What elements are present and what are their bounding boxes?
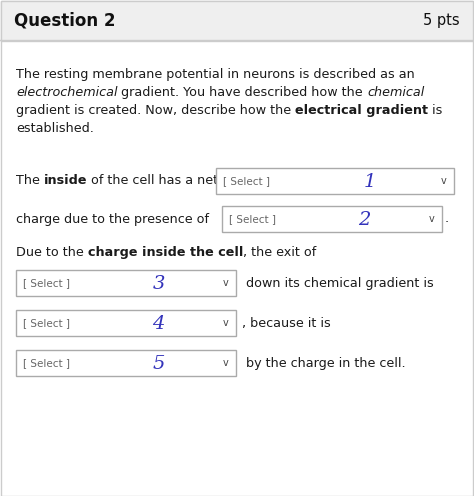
Text: established.: established. xyxy=(16,122,94,135)
Text: charge inside the cell: charge inside the cell xyxy=(88,246,243,259)
Text: is: is xyxy=(428,104,443,117)
Text: charge due to the presence of: charge due to the presence of xyxy=(16,212,209,226)
Text: of the cell has a net: of the cell has a net xyxy=(87,175,219,187)
Text: v: v xyxy=(441,176,447,186)
FancyBboxPatch shape xyxy=(222,206,442,232)
Text: [ Select ]: [ Select ] xyxy=(23,358,70,368)
Text: Due to the: Due to the xyxy=(16,246,88,259)
Text: by the charge in the cell.: by the charge in the cell. xyxy=(242,357,406,370)
Text: v: v xyxy=(223,318,229,328)
Text: 1: 1 xyxy=(364,173,376,191)
Text: 4: 4 xyxy=(153,315,165,333)
Text: v: v xyxy=(429,214,435,224)
Text: electrochemical: electrochemical xyxy=(16,86,118,99)
FancyBboxPatch shape xyxy=(16,270,236,296)
FancyBboxPatch shape xyxy=(16,350,236,376)
FancyBboxPatch shape xyxy=(0,0,474,41)
Text: The resting membrane potential in neurons is described as an: The resting membrane potential in neuron… xyxy=(16,68,415,81)
Text: gradient. You have described how the: gradient. You have described how the xyxy=(118,86,367,99)
Text: v: v xyxy=(223,358,229,368)
Text: down its chemical gradient is: down its chemical gradient is xyxy=(242,276,434,290)
Text: v: v xyxy=(223,278,229,288)
Text: The: The xyxy=(16,175,44,187)
Text: , because it is: , because it is xyxy=(242,316,331,329)
Text: [ Select ]: [ Select ] xyxy=(23,278,70,288)
Text: 3: 3 xyxy=(153,275,165,293)
FancyBboxPatch shape xyxy=(16,310,236,336)
Text: inside: inside xyxy=(44,175,87,187)
FancyBboxPatch shape xyxy=(216,168,454,194)
Text: 5 pts: 5 pts xyxy=(423,12,460,27)
Text: [ Select ]: [ Select ] xyxy=(23,318,70,328)
Text: Question 2: Question 2 xyxy=(14,11,116,29)
Text: [ Select ]: [ Select ] xyxy=(223,176,270,186)
Text: chemical: chemical xyxy=(367,86,424,99)
Text: .: . xyxy=(445,212,449,226)
Text: , the exit of: , the exit of xyxy=(243,246,316,259)
Text: gradient is created. Now, describe how the: gradient is created. Now, describe how t… xyxy=(16,104,295,117)
Text: [ Select ]: [ Select ] xyxy=(229,214,276,224)
Text: 5: 5 xyxy=(153,355,165,373)
Text: 2: 2 xyxy=(358,211,371,229)
Text: electrical gradient: electrical gradient xyxy=(295,104,428,117)
